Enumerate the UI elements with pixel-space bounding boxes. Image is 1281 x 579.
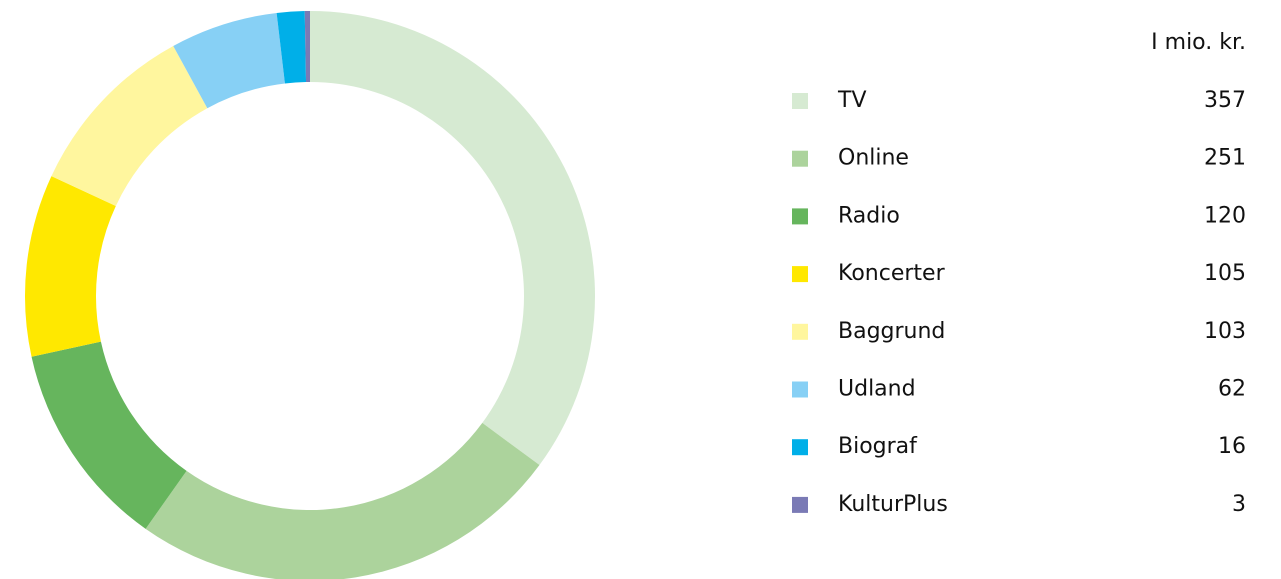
donut-segment — [276, 11, 307, 84]
donut-segment — [25, 176, 116, 357]
donut-segment — [310, 11, 595, 466]
legend-label: Udland — [838, 377, 916, 402]
legend-swatch — [792, 93, 808, 109]
legend-value: 103 — [1204, 319, 1246, 344]
legend-value: 120 — [1204, 203, 1246, 228]
legend-swatch — [792, 381, 808, 398]
legend-value: 251 — [1204, 146, 1246, 171]
legend-label: KulturPlus — [838, 492, 948, 517]
legend-label: Baggrund — [838, 319, 945, 344]
legend-swatch — [792, 496, 808, 513]
legend-swatch — [792, 208, 808, 225]
donut-segment — [31, 341, 187, 529]
donut-segment — [145, 422, 540, 579]
legend-label: Koncerter — [838, 261, 946, 286]
donut-segment — [304, 11, 310, 83]
donut-segment — [51, 45, 208, 207]
legend-value: 3 — [1232, 492, 1246, 517]
legend-swatch — [792, 266, 808, 283]
legend-label: Radio — [838, 203, 900, 228]
legend-label: Online — [838, 146, 909, 171]
legend-value: 357 — [1204, 88, 1246, 113]
legend-value: 105 — [1204, 261, 1246, 286]
legend-value: 16 — [1218, 434, 1246, 459]
legend-label: TV — [837, 88, 867, 113]
unit-label: I mio. kr. — [1151, 30, 1246, 55]
legend-swatch — [792, 323, 808, 340]
legend-swatch — [792, 150, 808, 167]
legend-value: 62 — [1218, 377, 1246, 402]
legend-swatch — [792, 439, 808, 456]
donut-segment — [173, 12, 285, 109]
legend-label: Biograf — [838, 434, 918, 459]
